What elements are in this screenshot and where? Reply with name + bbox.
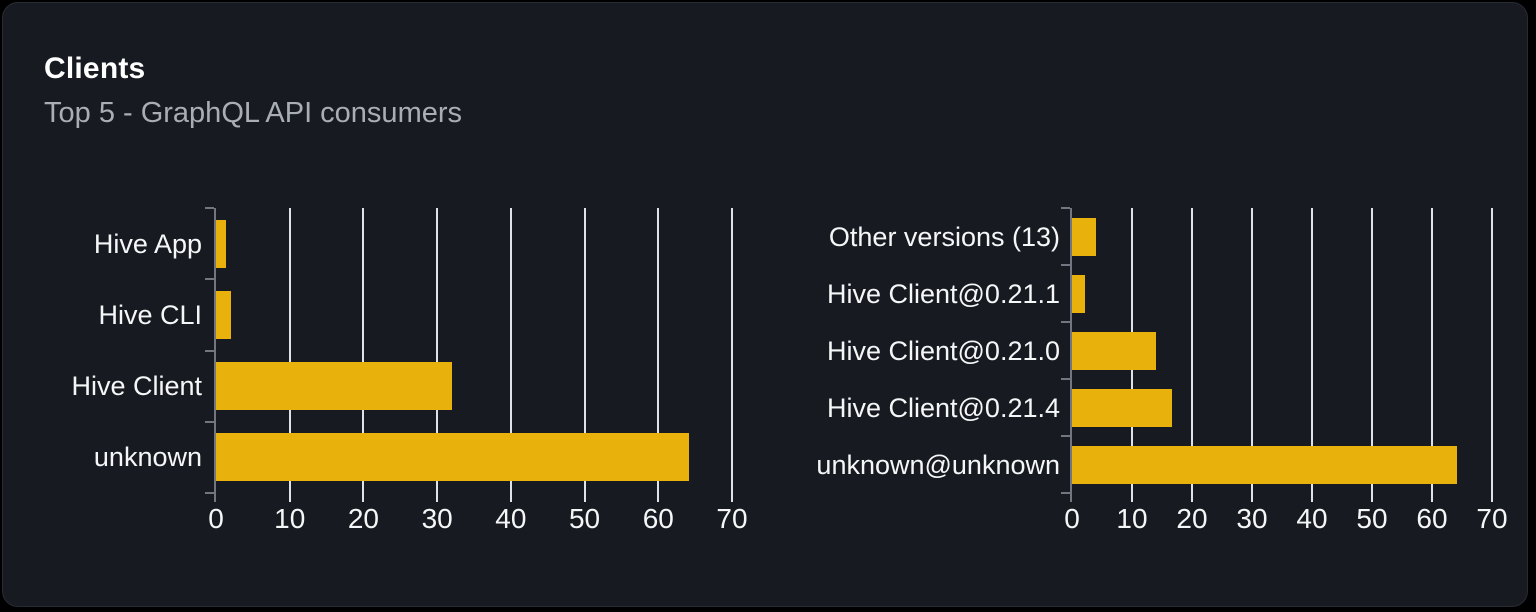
clients-by-version-chart[interactable]: 0 10 20 30 40 50 60 70 Other versions (13) Hive C… [816,207,1508,534]
clients-by-name-chart[interactable]: 0 10 20 30 40 50 60 70 Hive App Hive CLI Hive Clie… [71,207,748,534]
x-tick-label: 60 [642,503,674,534]
category-label: Hive CLI [98,300,202,330]
x-tick-label: 50 [568,503,601,534]
category-label: Hive Client [71,371,202,401]
bar-hive-app [216,220,226,268]
bar-unknown-unknown [1072,446,1457,484]
x-tick-label: 0 [208,503,224,534]
x-tick-label: 0 [1064,503,1080,534]
axis-tick [205,207,214,209]
x-tick-label: 50 [1356,503,1388,534]
x-tick-label: 30 [1236,503,1268,534]
gridline [1491,208,1493,502]
x-tick-label: 70 [716,503,748,534]
bar-hive-client-0-21-4 [1072,389,1172,427]
axis-tick [205,421,214,423]
x-tick-label: 10 [1116,503,1148,534]
x-tick-label: 40 [495,503,527,534]
axis-tick [1061,492,1070,494]
category-label: Hive Client@0.21.1 [826,279,1060,309]
gridline [731,208,733,502]
gridline [436,208,439,502]
y-axis-line [1070,208,1072,502]
bar-hive-client-0-21-0 [1072,332,1156,370]
axis-tick [1061,378,1070,380]
x-tick-label: 10 [274,503,306,534]
x-tick-label: 30 [421,503,453,534]
gridline [1371,208,1373,502]
axis-tick [205,492,214,494]
bar-unknown [216,433,689,481]
x-tick-label: 60 [1416,503,1448,534]
category-label: Hive App [93,229,202,259]
gridline [1311,208,1313,502]
category-label: Other versions (13) [828,222,1060,252]
bar-other-versions-13 [1072,218,1096,256]
gridline [1251,208,1253,502]
category-label: Hive Client@0.21.0 [826,336,1060,366]
category-label: unknown [93,442,202,472]
bar-hive-client [216,362,452,410]
y-axis-line [214,208,216,502]
axis-tick [205,350,214,352]
gridline [362,208,365,502]
panel-title: Clients [44,52,146,85]
axis-tick [1061,435,1070,437]
gridline [583,208,586,502]
gridline [1431,208,1433,502]
gridline [509,208,512,502]
x-tick-label: 20 [1176,503,1208,534]
gridline [657,208,660,502]
x-tick-label: 20 [347,503,379,534]
bar-hive-cli [216,291,231,339]
bar-hive-client-0-21-1 [1072,275,1085,313]
axis-tick [1061,264,1070,266]
gridline [1191,208,1193,502]
gridline [288,208,291,502]
x-tick-label: 70 [1476,503,1508,534]
axis-tick [205,278,214,280]
x-tick-label: 40 [1296,503,1328,534]
category-label: unknown@unknown [816,450,1060,480]
axis-tick [1061,321,1070,323]
category-label: Hive Client@0.21.4 [826,393,1060,423]
axis-tick [1061,207,1070,209]
panel-subtitle: Top 5 - GraphQL API consumers [44,97,463,129]
